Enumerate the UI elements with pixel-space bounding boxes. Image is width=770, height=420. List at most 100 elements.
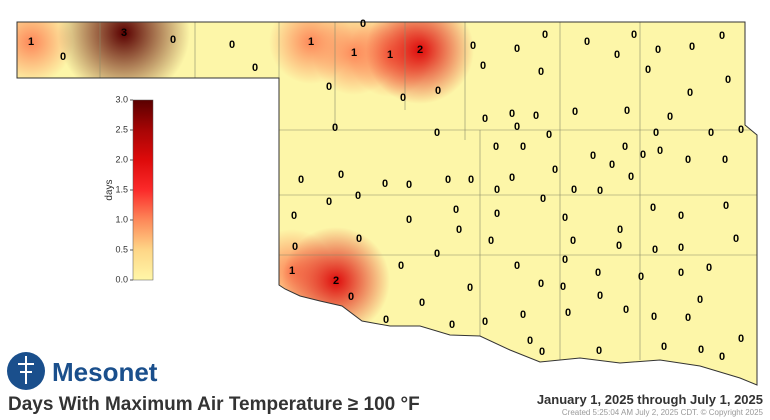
station-value: 0 [708, 127, 714, 139]
station-value: 0 [398, 260, 404, 272]
station-value: 0 [540, 193, 546, 205]
station-value: 0 [538, 278, 544, 290]
station-value: 0 [722, 154, 728, 166]
station-value: 0 [651, 311, 657, 323]
station-value: 0 [667, 111, 673, 123]
station-value: 0 [542, 29, 548, 41]
heat-blob [366, 22, 474, 104]
station-value: 0 [332, 122, 338, 134]
colorbar-tick-label: 1.5 [115, 184, 128, 194]
station-value: 0 [719, 30, 725, 42]
station-value: 0 [338, 169, 344, 181]
colorbar-tick-label: 2.0 [115, 154, 128, 164]
logo-text: Mesonet [52, 357, 158, 387]
station-value: 0 [571, 184, 577, 196]
station-value: 0 [449, 319, 455, 331]
station-value: 0 [539, 346, 545, 358]
station-value: 0 [616, 240, 622, 252]
station-value: 0 [533, 110, 539, 122]
station-value: 0 [538, 66, 544, 78]
colorbar-tick-label: 3.0 [115, 94, 128, 104]
station-value: 0 [597, 290, 603, 302]
station-value: 0 [419, 297, 425, 309]
heat-layer [17, 22, 474, 335]
station-value: 1 [387, 49, 393, 61]
station-value: 0 [292, 241, 298, 253]
station-value: 0 [348, 291, 354, 303]
logo-tower [18, 356, 34, 384]
station-value: 0 [291, 210, 297, 222]
station-value: 0 [494, 208, 500, 220]
station-value: 0 [546, 129, 552, 141]
station-value: 0 [622, 141, 628, 153]
station-value: 0 [383, 314, 389, 326]
station-value: 0 [723, 200, 729, 212]
station-value: 0 [514, 43, 520, 55]
county-lines [99, 22, 757, 360]
station-value: 0 [738, 333, 744, 345]
station-value: 0 [687, 87, 693, 99]
station-value: 0 [697, 294, 703, 306]
station-value: 0 [406, 179, 412, 191]
station-value: 0 [650, 202, 656, 214]
station-value: 0 [678, 210, 684, 222]
station-value: 1 [28, 36, 34, 48]
station-value: 0 [738, 124, 744, 136]
station-value: 0 [509, 172, 515, 184]
station-value: 0 [595, 267, 601, 279]
station-value: 0 [434, 127, 440, 139]
station-value: 0 [252, 62, 258, 74]
station-value: 0 [527, 335, 533, 347]
station-value: 0 [355, 190, 361, 202]
station-value: 0 [609, 159, 615, 171]
station-value: 0 [638, 271, 644, 283]
colorbar-ticks: 0.0 0.5 1.0 1.5 2.0 2.5 3.0 [115, 94, 133, 284]
station-value: 0 [590, 150, 596, 162]
station-value: 3 [121, 27, 127, 39]
station-value: 0 [488, 235, 494, 247]
station-values: 1 0 3 0 0 0 1 0 1 1 2 0 0 0 0 0 0 0 0 0 0 0 0 0 0 0 0 0 0 0 0 0 0 0 0 0 0 0 0 0… [28, 18, 744, 363]
station-value: 0 [624, 105, 630, 117]
colorbar-tick-label: 0.0 [115, 274, 128, 284]
station-value: 0 [434, 248, 440, 260]
station-value: 0 [514, 260, 520, 272]
colorbar-tick-label: 0.5 [115, 244, 128, 254]
station-value: 0 [60, 51, 66, 63]
station-value: 1 [308, 36, 314, 48]
station-value: 0 [562, 212, 568, 224]
station-value: 0 [493, 141, 499, 153]
station-value: 0 [657, 145, 663, 157]
station-value: 0 [572, 106, 578, 118]
station-value: 0 [470, 40, 476, 52]
station-value: 0 [360, 18, 366, 30]
station-value: 0 [482, 316, 488, 328]
station-value: 0 [482, 113, 488, 125]
station-value: 0 [514, 121, 520, 133]
station-value: 0 [326, 81, 332, 93]
station-value: 0 [719, 351, 725, 363]
station-value: 0 [229, 39, 235, 51]
station-value: 0 [382, 178, 388, 190]
station-value: 0 [678, 242, 684, 254]
station-value: 0 [456, 224, 462, 236]
station-value: 0 [584, 36, 590, 48]
station-value: 0 [468, 174, 474, 186]
station-value: 0 [631, 29, 637, 41]
station-value: 0 [520, 309, 526, 321]
station-value: 0 [628, 171, 634, 183]
station-value: 0 [298, 174, 304, 186]
station-value: 2 [417, 44, 423, 56]
station-value: 0 [698, 344, 704, 356]
station-value: 0 [356, 233, 362, 245]
station-value: 0 [509, 108, 515, 120]
station-value: 0 [480, 60, 486, 72]
station-value: 0 [467, 282, 473, 294]
station-value: 0 [494, 184, 500, 196]
station-value: 0 [565, 307, 571, 319]
station-value: 0 [655, 44, 661, 56]
station-value: 0 [520, 141, 526, 153]
colorbar-tick-label: 1.0 [115, 214, 128, 224]
station-value: 0 [435, 85, 441, 97]
created: Created 5:25:04 AM July 2, 2025 CDT. © C… [562, 408, 764, 417]
